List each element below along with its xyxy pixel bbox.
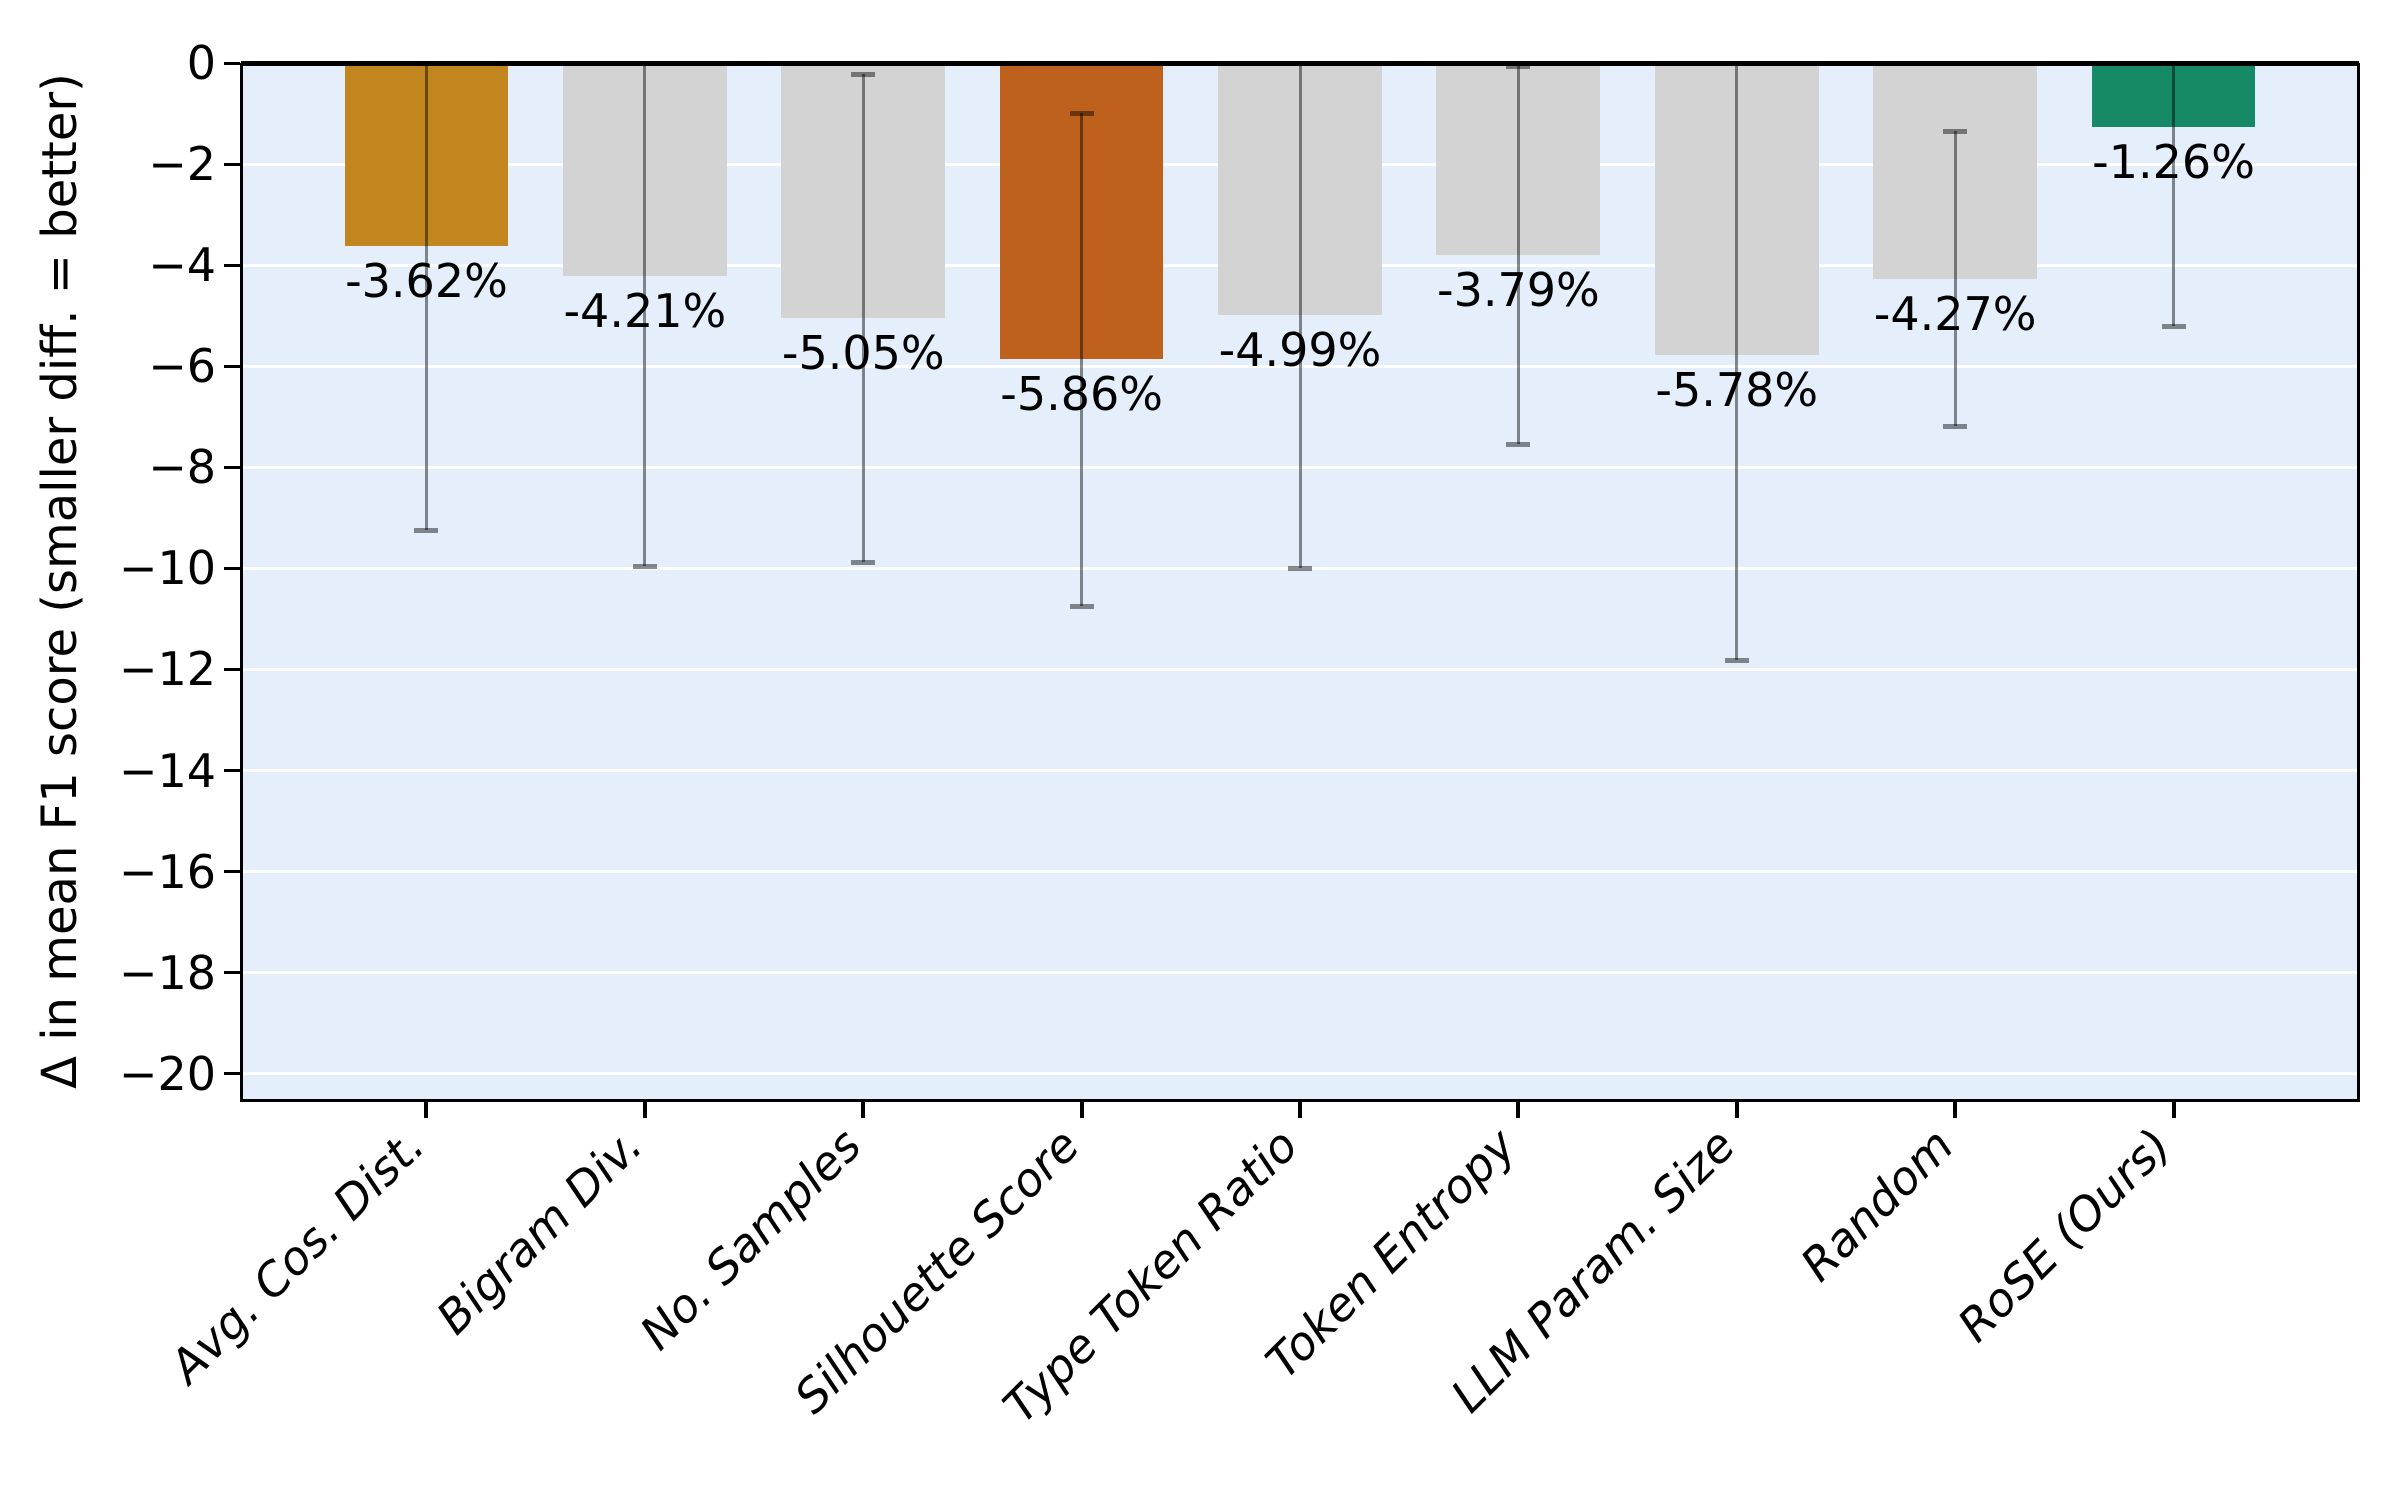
error-bar-line (1298, 63, 1302, 569)
bar (1654, 63, 1819, 356)
y-tick (224, 263, 240, 267)
bar-value-label: -4.27% (1873, 286, 2037, 341)
bar-value-label: -3.79% (1437, 262, 1600, 317)
y-tick-label: −2 (148, 137, 216, 192)
y-tick (224, 667, 240, 671)
y-tick-label: 0 (186, 36, 216, 90)
error-bar-cap-top (1943, 129, 1968, 135)
error-bar-line (1080, 112, 1084, 606)
gridline (243, 364, 2357, 368)
gridline (243, 971, 2357, 975)
y-tick (224, 162, 240, 166)
gridline (243, 667, 2357, 671)
bar (562, 63, 727, 276)
bar (2091, 63, 2256, 127)
bar-value-label: -4.99% (1218, 323, 1382, 378)
error-bar-cap-bottom (1069, 603, 1094, 609)
y-tick-label: −16 (118, 844, 216, 899)
error-bar-cap-bottom (851, 560, 876, 566)
bar (1436, 63, 1601, 255)
bar (999, 63, 1164, 360)
y-tick (224, 61, 240, 65)
error-bar-cap-bottom (1288, 566, 1312, 572)
bar (1873, 63, 2038, 279)
bottom-spine (241, 1099, 2359, 1102)
x-tick-label: RoSE (Ours) (1947, 1118, 2182, 1353)
x-tick (1516, 1102, 1521, 1118)
bar (1218, 63, 1382, 316)
error-bar-line (1516, 65, 1520, 444)
y-tick-label: −14 (118, 743, 216, 798)
y-tick-label: −10 (118, 541, 216, 596)
error-bar-line (861, 74, 865, 563)
x-tick-label: No. Samples (629, 1118, 872, 1361)
error-bar-cap-top (1506, 63, 1531, 69)
y-tick-label: −6 (148, 339, 216, 394)
gridline (243, 769, 2357, 772)
y-tick-label: −18 (118, 945, 216, 1000)
x-tick (642, 1102, 647, 1118)
y-tick (224, 870, 240, 874)
error-bar-cap-top (1069, 110, 1094, 116)
error-bar-line (643, 63, 647, 566)
y-tick (224, 971, 240, 975)
y-tick-label: −12 (118, 642, 216, 697)
x-tick (2171, 1102, 2176, 1118)
y-axis-title: Δ in mean F1 score (smaller diff. = bett… (32, 73, 88, 1089)
y-tick-label: −8 (148, 440, 216, 495)
x-tick-label: Bigram Div. (426, 1118, 654, 1345)
y-tick-label: −20 (118, 1046, 216, 1101)
bar (344, 63, 509, 246)
x-tick (1298, 1102, 1302, 1118)
left-spine (240, 63, 243, 1102)
error-bar-cap-bottom (632, 563, 657, 569)
gridline (243, 566, 2357, 570)
y-tick (224, 1072, 240, 1076)
right-spine (2357, 63, 2360, 1102)
y-tick (224, 465, 240, 469)
error-bar-cap-bottom (1506, 441, 1531, 447)
y-tick (224, 769, 240, 772)
error-bar-line (2172, 63, 2176, 326)
x-tick (861, 1102, 866, 1118)
error-bar-cap-bottom (1724, 658, 1749, 664)
x-tick (424, 1102, 429, 1118)
x-tick-label: Random (1789, 1118, 1964, 1292)
y-tick-label: −4 (148, 238, 216, 293)
error-bar-line (1953, 131, 1957, 427)
gridline (243, 870, 2357, 874)
y-tick (224, 566, 240, 570)
bar-value-label: -3.62% (345, 253, 508, 308)
x-tick (1079, 1102, 1084, 1118)
bar-value-label: -5.78% (1655, 363, 1819, 418)
y-tick (224, 364, 240, 368)
top-spine (241, 61, 2359, 66)
x-tick-label: Avg. Cos. Dist. (159, 1118, 435, 1394)
error-bar-cap-top (851, 72, 876, 78)
gridline (243, 1072, 2357, 1076)
bar (781, 63, 946, 319)
x-tick (1734, 1102, 1739, 1118)
error-bar-line (1735, 63, 1739, 661)
bar-value-label: -5.86% (1000, 367, 1163, 422)
error-bar-cap-bottom (2161, 323, 2186, 329)
bar-value-label: -5.05% (781, 326, 945, 381)
error-bar-line (424, 63, 428, 531)
error-bar-cap-bottom (1943, 424, 1968, 430)
bar-value-label: -4.21% (563, 283, 727, 338)
bar-value-label: -1.26% (2092, 134, 2255, 189)
error-bar-cap-bottom (414, 528, 439, 534)
gridline (243, 465, 2357, 469)
x-tick (1953, 1102, 1958, 1118)
